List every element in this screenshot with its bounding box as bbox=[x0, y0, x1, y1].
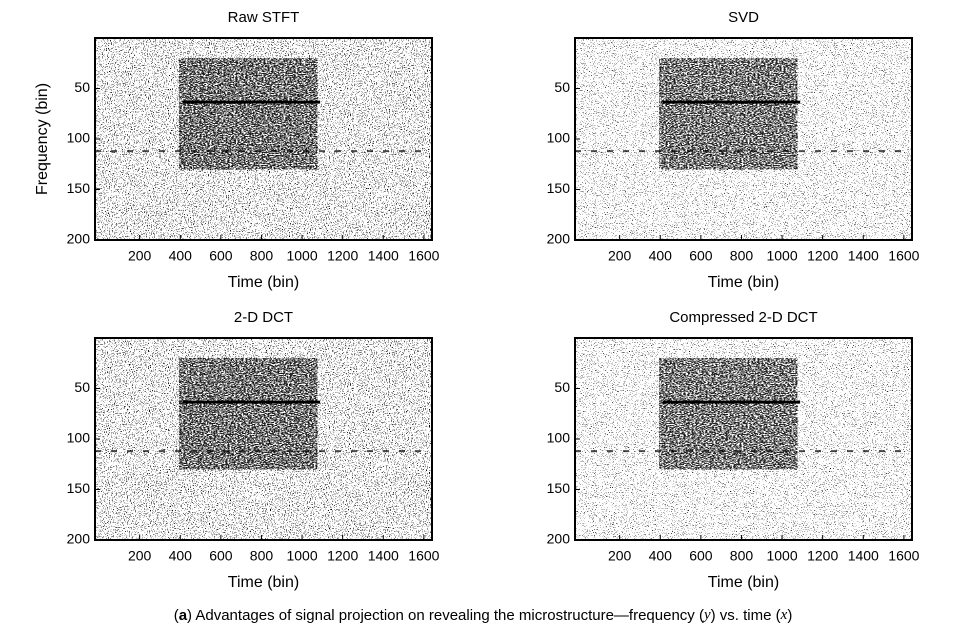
ridge bbox=[662, 100, 801, 104]
x-tick-label: 400 bbox=[649, 248, 673, 264]
heatmap bbox=[95, 38, 432, 240]
x-tick-label: 1200 bbox=[807, 548, 838, 564]
x-tick-label: 1400 bbox=[848, 248, 879, 264]
dense-region bbox=[179, 58, 318, 170]
x-axis-label: Time (bin) bbox=[228, 574, 299, 591]
x-tick-label: 600 bbox=[209, 248, 233, 264]
dense-region bbox=[659, 358, 798, 470]
x-tick-label: 800 bbox=[730, 248, 754, 264]
x-tick-label: 400 bbox=[169, 548, 193, 564]
x-tick-label: 200 bbox=[128, 248, 152, 264]
x-tick-label: 1400 bbox=[368, 248, 399, 264]
x-tick-label: 800 bbox=[250, 248, 274, 264]
caption-part: ( bbox=[174, 607, 179, 624]
x-tick-label: 1400 bbox=[368, 548, 399, 564]
panel-title: 2-D DCT bbox=[234, 309, 293, 326]
y-tick-label: 100 bbox=[67, 130, 91, 146]
x-tick-label: 600 bbox=[689, 548, 713, 564]
ridge bbox=[182, 100, 321, 104]
caption-var: y bbox=[702, 607, 711, 623]
y-tick-label: 50 bbox=[554, 379, 570, 395]
y-tick-label: 100 bbox=[547, 130, 571, 146]
y-tick-label: 150 bbox=[547, 480, 571, 496]
x-tick-label: 1000 bbox=[766, 548, 797, 564]
y-tick-label: 50 bbox=[74, 379, 90, 395]
x-tick-label: 1600 bbox=[408, 248, 439, 264]
caption-var: x bbox=[780, 607, 788, 623]
dense-region bbox=[179, 358, 318, 470]
caption-part: ) bbox=[787, 607, 792, 624]
caption-part: ) vs. time ( bbox=[711, 607, 781, 624]
x-tick-label: 600 bbox=[209, 548, 233, 564]
x-tick-label: 200 bbox=[608, 548, 632, 564]
heatmap bbox=[575, 338, 912, 540]
caption-part: ) Advantages of signal projection on rev… bbox=[187, 607, 704, 624]
y-tick-label: 150 bbox=[547, 180, 571, 196]
x-tick-label: 600 bbox=[689, 248, 713, 264]
x-tick-label: 1600 bbox=[888, 548, 919, 564]
y-tick-label: 50 bbox=[554, 79, 570, 95]
y-tick-label: 100 bbox=[547, 430, 571, 446]
caption: (a) Advantages of signal projection on r… bbox=[174, 607, 793, 624]
x-tick-label: 1200 bbox=[327, 548, 358, 564]
y-tick-label: 150 bbox=[67, 480, 91, 496]
x-tick-label: 800 bbox=[250, 548, 274, 564]
ridge bbox=[662, 400, 801, 404]
x-tick-label: 1200 bbox=[807, 248, 838, 264]
x-tick-label: 1000 bbox=[286, 248, 317, 264]
panel-title: SVD bbox=[728, 9, 759, 26]
panel-title: Raw STFT bbox=[228, 9, 300, 26]
y-tick-label: 50 bbox=[74, 79, 90, 95]
y-axis-label: Frequency (bin) bbox=[34, 83, 51, 195]
x-tick-label: 800 bbox=[730, 548, 754, 564]
y-tick-label: 200 bbox=[547, 231, 571, 247]
x-tick-label: 1600 bbox=[408, 548, 439, 564]
heatmap bbox=[575, 38, 912, 240]
x-tick-label: 400 bbox=[649, 548, 673, 564]
x-tick-label: 1600 bbox=[888, 248, 919, 264]
y-tick-label: 100 bbox=[67, 430, 91, 446]
x-tick-label: 1200 bbox=[327, 248, 358, 264]
dense-region bbox=[659, 58, 798, 170]
caption-label: a bbox=[179, 607, 188, 624]
ridge bbox=[182, 400, 321, 404]
x-axis-label: Time (bin) bbox=[708, 574, 779, 591]
y-tick-label: 200 bbox=[67, 531, 91, 547]
x-tick-label: 1000 bbox=[286, 548, 317, 564]
x-axis-label: Time (bin) bbox=[708, 274, 779, 291]
y-tick-label: 200 bbox=[547, 531, 571, 547]
x-tick-label: 1000 bbox=[766, 248, 797, 264]
y-tick-label: 150 bbox=[67, 180, 91, 196]
x-tick-label: 200 bbox=[128, 548, 152, 564]
x-axis-label: Time (bin) bbox=[228, 274, 299, 291]
panel-title: Compressed 2-D DCT bbox=[669, 309, 817, 326]
heatmap bbox=[95, 338, 432, 540]
x-tick-label: 400 bbox=[169, 248, 193, 264]
x-tick-label: 1400 bbox=[848, 548, 879, 564]
x-tick-label: 200 bbox=[608, 248, 632, 264]
y-tick-label: 200 bbox=[67, 231, 91, 247]
